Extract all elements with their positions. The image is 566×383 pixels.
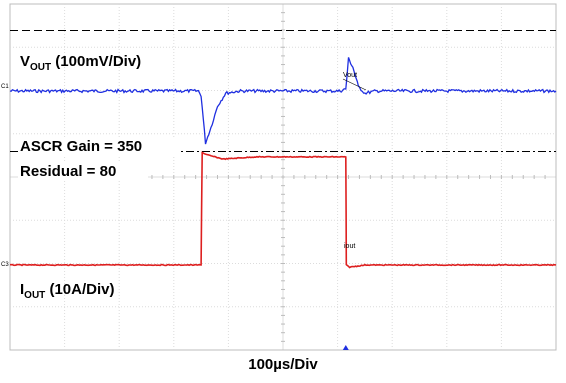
iout-scale-label: IOUT (10A/Div) — [20, 281, 114, 301]
iout-marker-label: iout — [344, 243, 355, 250]
c1-marker: C1 — [1, 84, 9, 90]
traces — [9, 57, 557, 269]
vout-scale-label: VOUT (100mV/Div) — [20, 53, 141, 73]
vout-marker-leader — [342, 78, 367, 91]
trace-vout — [9, 57, 557, 145]
trace-iout — [10, 151, 557, 269]
residual-label: Residual = 80 — [20, 163, 116, 180]
vout-marker-label: Vout — [343, 72, 357, 79]
c3-marker: C3 — [1, 262, 9, 268]
ascr-label-bg — [18, 137, 178, 155]
x-axis-label: 100µs/Div — [248, 356, 318, 373]
residual-label-bg — [18, 162, 148, 180]
ascr-gain-label: ASCR Gain = 350 — [20, 138, 142, 155]
trigger-marker — [342, 345, 349, 350]
